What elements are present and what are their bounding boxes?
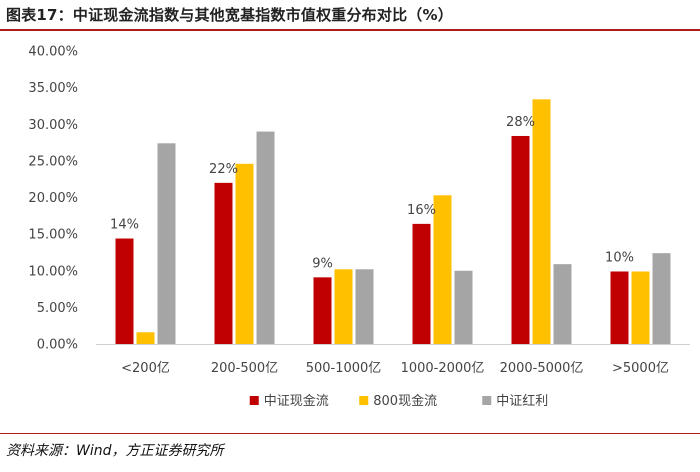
y-tick-label: 25.00% [28, 154, 78, 169]
bar-series2-4 [433, 195, 452, 344]
data-label: 16% [407, 203, 436, 218]
y-tick-label: 5.00% [37, 301, 78, 316]
category-label: 500-1000亿 [306, 361, 382, 376]
legend-label: 中证红利 [496, 393, 548, 409]
y-tick-label: 15.00% [28, 228, 78, 243]
data-label: 9% [312, 256, 333, 271]
y-tick-label: 30.00% [28, 118, 78, 133]
title-divider [0, 29, 700, 31]
y-tick-label: 20.00% [28, 191, 78, 206]
bar-series1-1 [115, 238, 134, 344]
category-label: 1000-2000亿 [401, 361, 485, 376]
data-label: 14% [110, 218, 139, 233]
bar-series3-3 [355, 269, 374, 344]
legend-label: 中证现金流 [264, 393, 329, 409]
y-tick-label: 35.00% [28, 81, 78, 96]
bar-series1-3 [313, 277, 332, 344]
data-label: 28% [506, 115, 535, 130]
bar-chart: 0.00% 5.00% 10.00% 15.00% 20.00% 25.00% 30.00%… [28, 45, 690, 409]
bar-series1-2 [214, 182, 233, 344]
source-note: 资料来源：Wind，方正证券研究所 [6, 443, 224, 459]
bar-series1-5 [511, 135, 530, 344]
page-title: 图表17：中证现金流指数与其他宽基指数市值权重分布对比（%） [6, 6, 453, 24]
bar-series3-4 [454, 270, 473, 344]
source-divider [0, 433, 700, 434]
legend-swatch [249, 396, 259, 405]
data-label: 22% [209, 162, 238, 177]
bar-series3-5 [553, 264, 572, 344]
bar-series2-5 [532, 99, 551, 344]
category-label: >5000亿 [612, 361, 669, 376]
category-label: <200亿 [121, 361, 170, 376]
bar-series2-6 [631, 271, 650, 344]
bar-series2-3 [334, 269, 353, 344]
y-tick-label: 0.00% [37, 338, 78, 353]
bar-series3-1 [157, 143, 176, 344]
bar-series3-2 [256, 131, 275, 344]
y-tick-label: 10.00% [28, 264, 78, 279]
data-label: 10% [605, 250, 634, 265]
bar-series3-6 [652, 253, 671, 344]
bar-series1-6 [610, 271, 629, 344]
y-tick-label: 40.00% [28, 45, 78, 60]
legend-swatch [482, 396, 492, 405]
bar-series1-4 [412, 223, 431, 344]
category-label: 200-500亿 [211, 361, 278, 376]
category-label: 2000-5000亿 [500, 361, 584, 376]
bar-series2-1 [136, 332, 155, 344]
bar-series2-2 [235, 163, 254, 344]
legend-label: 800现金流 [373, 393, 437, 409]
legend-swatch [359, 396, 369, 405]
